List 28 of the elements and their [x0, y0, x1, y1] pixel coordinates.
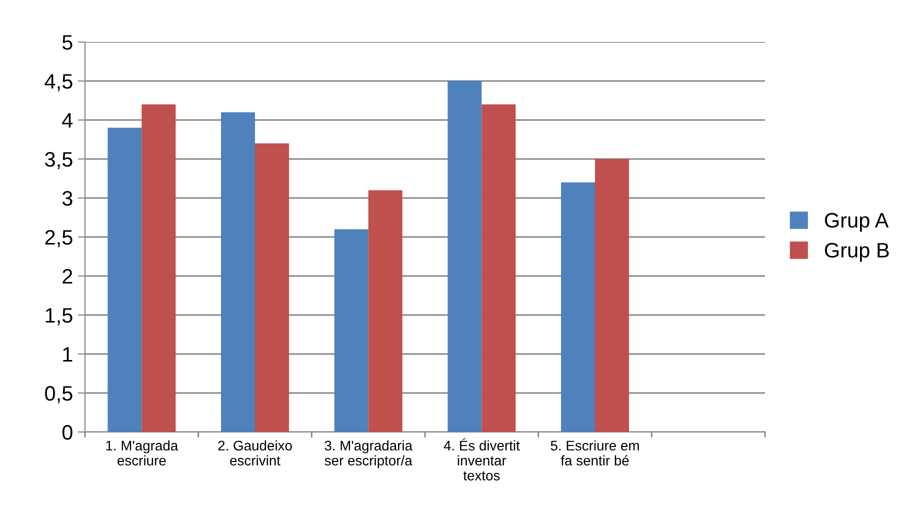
- y-tick-label: 2,5: [45, 230, 72, 248]
- bar: [482, 104, 516, 432]
- bar: [255, 143, 289, 432]
- bar: [368, 190, 402, 432]
- y-tick-label: 1: [63, 347, 72, 362]
- bar: [334, 229, 368, 432]
- x-tick-label: 3. M'agradaria ser escriptor/a: [324, 440, 413, 468]
- bar: [142, 104, 176, 432]
- y-tick-label: 2: [62, 269, 72, 284]
- legend-label: Grup A: [824, 212, 889, 232]
- bar: [595, 159, 629, 432]
- bar: [561, 182, 595, 432]
- bar: [108, 128, 142, 432]
- bar: [221, 112, 255, 432]
- x-tick-label: 5. Escriure em fa sentir bé: [550, 440, 639, 466]
- y-tick-label: 3: [62, 191, 72, 206]
- y-tick-label: 5: [62, 35, 72, 50]
- bar: [448, 81, 482, 432]
- y-tick-label: 4: [62, 113, 73, 128]
- x-tick-label: 2. Gaudeixo escrivint: [218, 440, 292, 466]
- y-tick-label: 1,5: [46, 308, 72, 326]
- x-tick-label: 4. És divertit inventar textos: [444, 438, 520, 480]
- y-tick-label: 0: [62, 425, 72, 440]
- y-tick-label: 3,5: [45, 152, 72, 170]
- legend-label: Grup B: [824, 242, 889, 262]
- y-tick-label: 0,5: [45, 386, 72, 404]
- y-tick-label: 4,5: [44, 74, 72, 92]
- x-tick-label: 1. M'agrada escriure: [106, 440, 178, 466]
